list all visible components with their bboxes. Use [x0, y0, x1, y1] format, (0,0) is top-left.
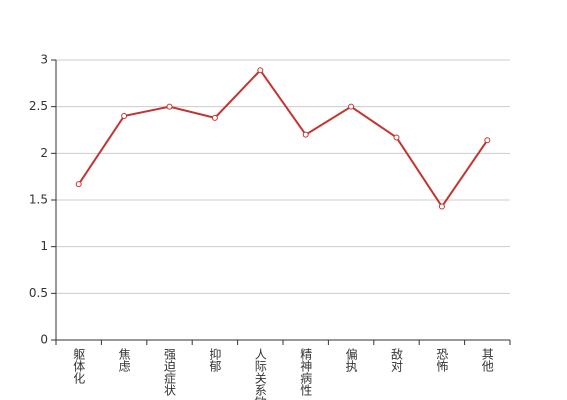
- x-tick-label: 精神病性: [299, 348, 313, 397]
- point: [121, 113, 128, 119]
- x-tick-label: 恐怖: [435, 348, 449, 372]
- x-tick-label: 焦虑: [117, 348, 131, 372]
- y-tick-label: 1.5: [29, 193, 48, 207]
- x-tick-label: 人际关系敏感: [253, 348, 267, 400]
- point: [393, 134, 400, 141]
- point: [348, 103, 355, 110]
- y-tick-label: 1: [40, 239, 48, 253]
- y-tick-label: 0.5: [29, 286, 48, 300]
- x-tick-label: 强迫症状: [163, 348, 177, 396]
- x-tick-label: 抑郁: [208, 347, 222, 373]
- point: [302, 131, 309, 138]
- point: [166, 103, 173, 110]
- x-tick-label: 躯体化: [72, 347, 86, 385]
- x-tick-label: 敌对: [390, 347, 404, 372]
- x-tick-label: 其他: [480, 348, 494, 372]
- y-tick-label: 0: [40, 333, 48, 347]
- point: [484, 137, 491, 144]
- x-tick-label: 偏执: [344, 347, 358, 373]
- point: [438, 203, 445, 210]
- point: [211, 114, 218, 121]
- y-tick-label: 3: [40, 53, 48, 67]
- y-tick-label: 2: [40, 146, 48, 160]
- point: [257, 67, 264, 74]
- point: [75, 181, 82, 188]
- y-tick-label: 2.5: [29, 99, 48, 113]
- series-line: [77, 68, 489, 209]
